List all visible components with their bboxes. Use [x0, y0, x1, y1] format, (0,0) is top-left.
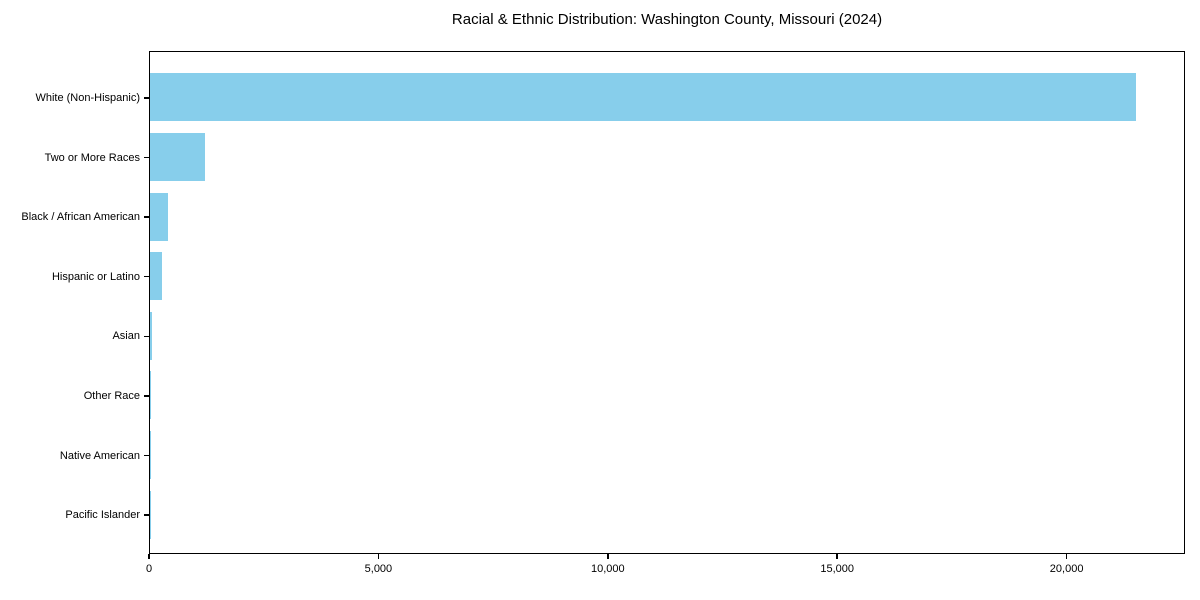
- x-tick-mark: [836, 554, 838, 559]
- x-tick-label-10000: 10,000: [590, 563, 625, 575]
- y-tick-label-two-or-more-races: Two or More Races: [44, 151, 140, 164]
- bar-asian: [150, 311, 153, 360]
- x-tick-mark: [148, 554, 150, 559]
- plot-area: [149, 51, 1185, 554]
- bar-other-race: [150, 371, 152, 420]
- y-tick-mark: [144, 514, 149, 516]
- x-tick-label-5000: 5,000: [364, 563, 393, 575]
- bar-white-non-hispanic: [150, 73, 1137, 122]
- x-tick-label-15000: 15,000: [820, 563, 855, 575]
- y-tick-mark: [144, 156, 149, 159]
- x-tick-label-0: 0: [145, 563, 153, 575]
- y-tick-label-white-non-hispanic: White (Non-Hispanic): [35, 91, 140, 104]
- y-tick-mark: [144, 275, 149, 278]
- x-tick-mark: [1065, 554, 1068, 559]
- y-tick-mark: [144, 335, 149, 338]
- y-tick-label-other-race: Other Race: [83, 389, 140, 402]
- y-tick-label-black-african-american: Black / African American: [21, 211, 140, 224]
- x-tick-label-20000: 20,000: [1049, 563, 1084, 575]
- y-tick-mark: [144, 97, 149, 99]
- y-tick-label-asian: Asian: [112, 330, 140, 343]
- y-tick-mark: [144, 395, 149, 397]
- x-tick-mark: [607, 554, 609, 559]
- y-tick-label-pacific-islander: Pacific Islander: [65, 509, 140, 522]
- y-tick-mark: [144, 454, 149, 457]
- x-tick-mark: [377, 554, 380, 559]
- y-tick-mark: [144, 216, 149, 218]
- y-tick-label-hispanic-or-latino: Hispanic or Latino: [51, 270, 140, 283]
- bar-hispanic-or-latino: [150, 252, 162, 301]
- bar-native-american: [150, 431, 151, 479]
- chart-title: Racial & Ethnic Distribution: Washington…: [451, 11, 883, 28]
- bar-two-or-more-races: [150, 133, 205, 181]
- bar-black-african-american: [150, 192, 168, 241]
- y-tick-label-native-american: Native American: [59, 449, 140, 462]
